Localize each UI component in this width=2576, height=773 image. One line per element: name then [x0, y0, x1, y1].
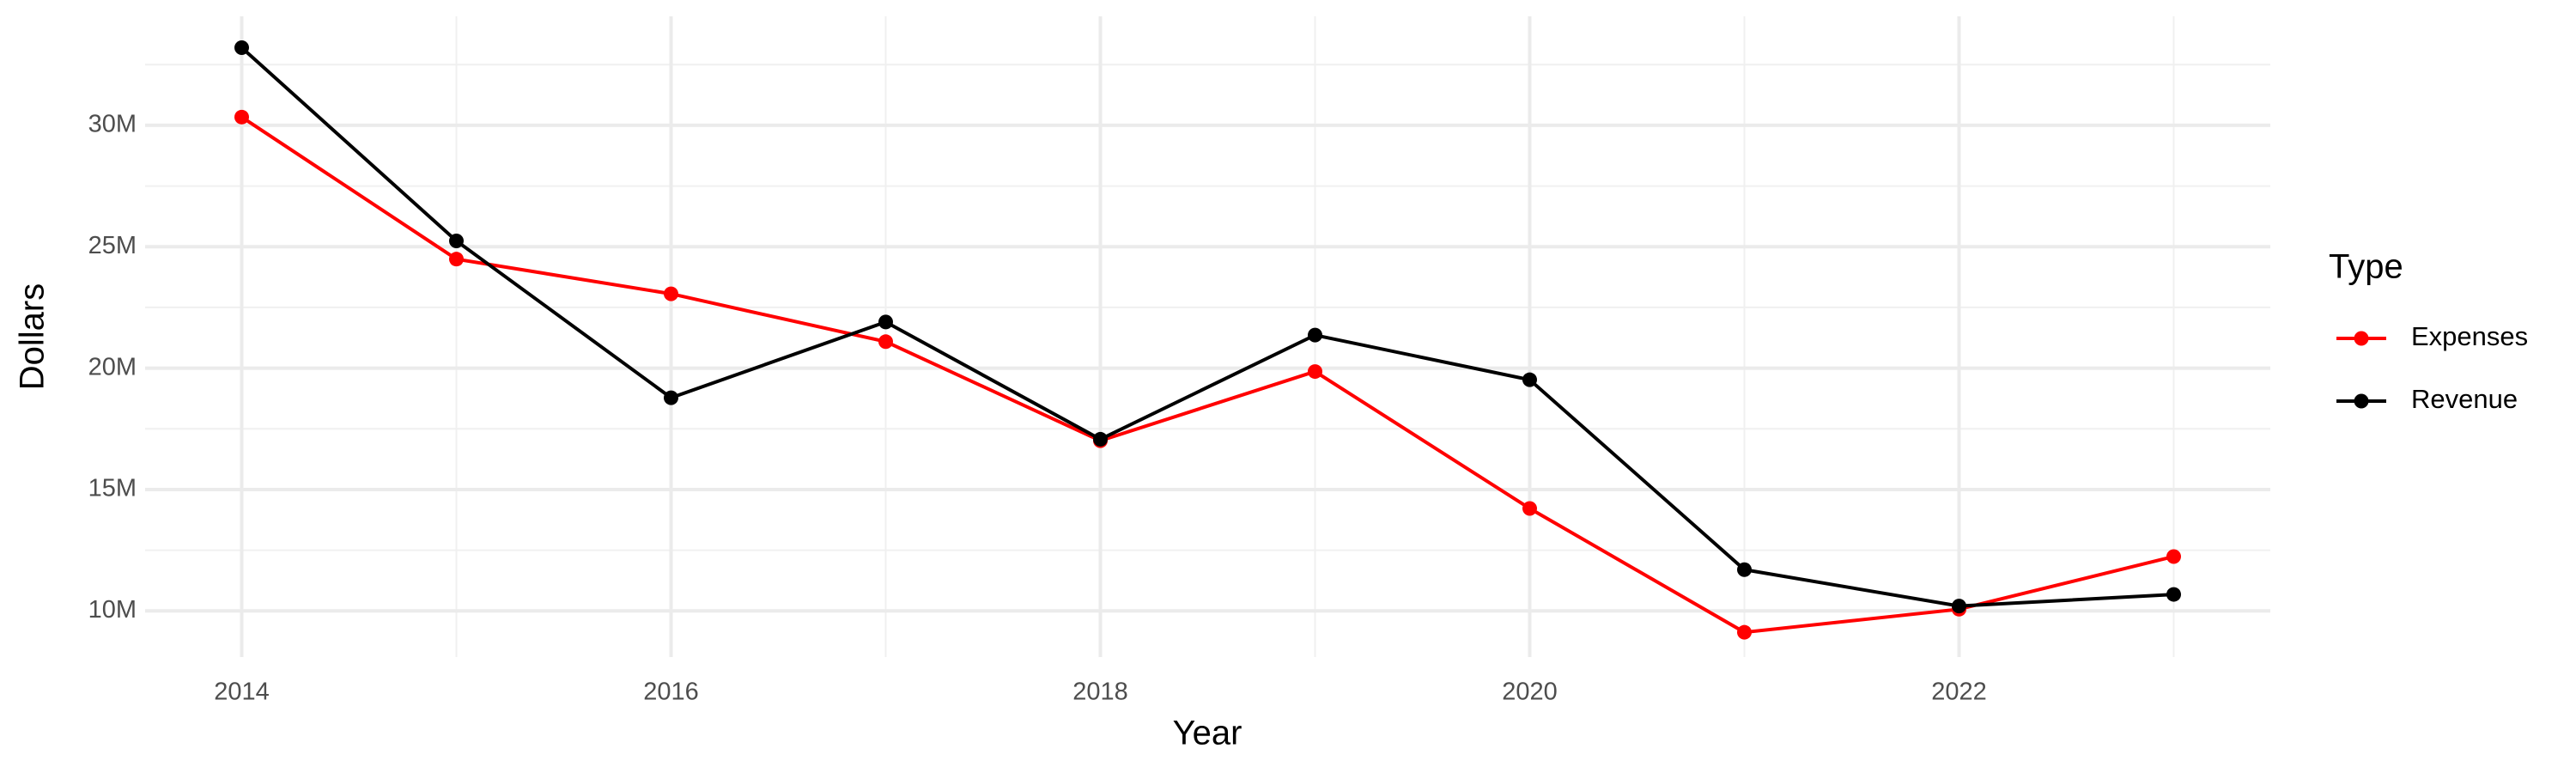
legend-title: Type — [2329, 248, 2403, 286]
data-point — [2166, 549, 2181, 564]
data-point — [1308, 364, 1322, 380]
x-tick-label: 2014 — [214, 679, 270, 706]
x-tick-label: 2020 — [1502, 679, 1558, 706]
series-line — [240, 46, 2174, 608]
data-point — [1522, 372, 1537, 387]
data-point — [1737, 562, 1752, 577]
y-tick-label: 25M — [88, 232, 137, 259]
y-tick-label: 20M — [88, 353, 137, 380]
x-tick-label: 2016 — [643, 679, 699, 706]
data-point — [1308, 327, 1322, 343]
legend-label: Revenue — [2411, 384, 2518, 414]
y-tick-label: 15M — [88, 475, 137, 502]
y-tick-label: 10M — [88, 596, 137, 624]
data-point — [1522, 501, 1537, 516]
plot-marks — [234, 40, 2181, 640]
legend-key-point — [2354, 393, 2369, 409]
y-tick-label: 30M — [88, 111, 137, 138]
data-point — [664, 390, 678, 405]
data-point — [1093, 431, 1108, 447]
grid — [145, 16, 2270, 657]
legend-key-point — [2354, 331, 2369, 346]
x-tick-label: 2022 — [1931, 679, 1987, 706]
data-point — [234, 109, 249, 125]
data-point — [1952, 599, 1966, 614]
data-point — [878, 314, 893, 330]
x-axis-title: Year — [1173, 715, 1242, 752]
data-point — [2166, 587, 2181, 602]
data-point — [449, 252, 464, 267]
data-point — [234, 40, 249, 55]
y-axis-title: Dollars — [14, 283, 52, 390]
data-point — [664, 286, 678, 301]
legend-label: Expenses — [2411, 321, 2528, 351]
data-point — [878, 334, 893, 350]
data-point — [449, 233, 464, 248]
data-point — [1737, 624, 1752, 640]
x-tick-label: 2018 — [1072, 679, 1128, 706]
series-line — [240, 115, 2174, 635]
